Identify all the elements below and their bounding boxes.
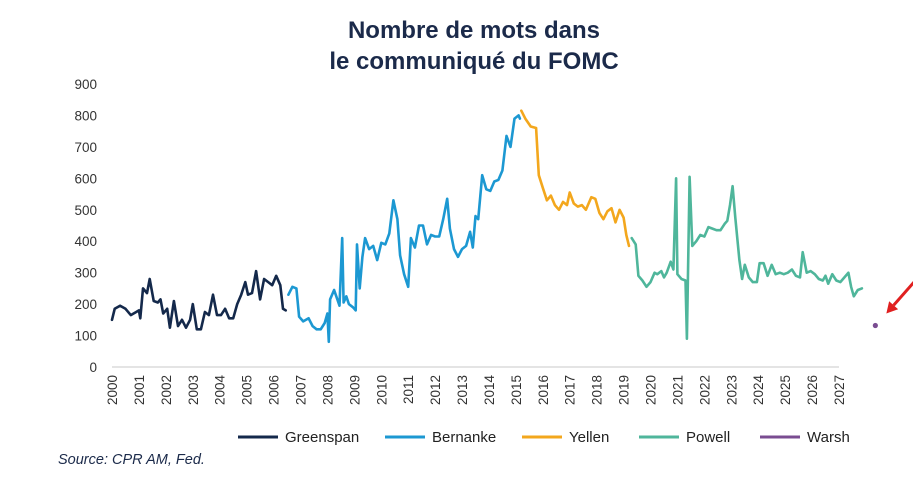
x-tick-label: 2003 — [186, 375, 201, 405]
x-tick-label: 2006 — [267, 375, 282, 405]
y-axis-ticks: 0 100 200 300 400 500 600 700 800 900 — [74, 77, 97, 375]
legend-label-powell: Powell — [686, 429, 730, 446]
chart-title: Nombre de mots dans le communiqué du FOM… — [329, 17, 618, 75]
x-tick-label: 2017 — [563, 375, 578, 405]
x-tick-label: 2008 — [320, 375, 335, 405]
x-tick-label: 2024 — [751, 375, 766, 406]
y-tick-label: 700 — [74, 140, 97, 155]
x-tick-label: 2018 — [590, 375, 605, 405]
series-group — [110, 109, 878, 344]
x-tick-label: 2021 — [670, 375, 685, 405]
y-tick-label: 300 — [74, 266, 97, 281]
source-note: Source: CPR AM, Fed. — [58, 452, 205, 468]
y-tick-label: 500 — [74, 203, 97, 218]
legend-label-warsh: Warsh — [807, 429, 850, 446]
x-tick-label: 2010 — [374, 375, 389, 405]
red-arrow-annotation — [886, 281, 913, 314]
x-tick-label: 2025 — [778, 375, 793, 405]
x-tick-label: 2026 — [805, 375, 820, 405]
x-tick-label: 2007 — [293, 375, 308, 405]
y-tick-label: 100 — [74, 329, 97, 344]
series-line-greenspan — [110, 269, 287, 331]
x-tick-label: 2004 — [213, 375, 228, 406]
x-tick-label: 2014 — [482, 375, 497, 406]
x-axis-ticks: 2000 2001 2002 2003 2004 2005 2006 2007 2008 2009… — [105, 375, 847, 406]
series-point-warsh — [872, 322, 878, 329]
series-line-yellen — [520, 109, 631, 248]
series-line-bernanke — [287, 114, 522, 344]
legend-label-bernanke: Bernanke — [432, 429, 496, 446]
y-tick-label: 800 — [74, 108, 97, 123]
x-tick-label: 2011 — [401, 375, 416, 404]
x-tick-label: 2012 — [428, 375, 443, 405]
arrow-head — [886, 301, 899, 314]
x-tick-label: 2005 — [240, 375, 255, 405]
chart-title-line-1: Nombre de mots dans — [348, 17, 600, 44]
chart-title-line-2: le communiqué du FOMC — [329, 48, 618, 75]
x-tick-label: 2009 — [347, 375, 362, 405]
x-tick-label: 2002 — [159, 375, 174, 405]
x-tick-label: 2015 — [509, 375, 524, 405]
y-tick-label: 0 — [89, 360, 97, 375]
legend: Greenspan Bernanke Yellen Powell Warsh — [238, 429, 850, 446]
legend-label-greenspan: Greenspan — [285, 429, 359, 446]
x-tick-label: 2022 — [697, 375, 712, 405]
x-tick-label: 2016 — [536, 375, 551, 405]
x-tick-label: 2027 — [832, 375, 847, 405]
x-tick-label: 2020 — [644, 375, 659, 405]
y-tick-label: 600 — [74, 171, 97, 186]
x-tick-label: 2000 — [105, 375, 120, 405]
x-tick-label: 2019 — [617, 375, 632, 405]
y-tick-label: 400 — [74, 234, 97, 249]
x-tick-label: 2023 — [724, 375, 739, 405]
x-tick-label: 2013 — [455, 375, 470, 405]
y-tick-label: 900 — [74, 77, 97, 92]
arrow-shaft — [892, 281, 913, 307]
y-tick-label: 200 — [74, 297, 97, 312]
legend-label-yellen: Yellen — [569, 429, 609, 446]
x-tick-label: 2001 — [132, 375, 147, 405]
series-line-powell — [630, 175, 864, 340]
